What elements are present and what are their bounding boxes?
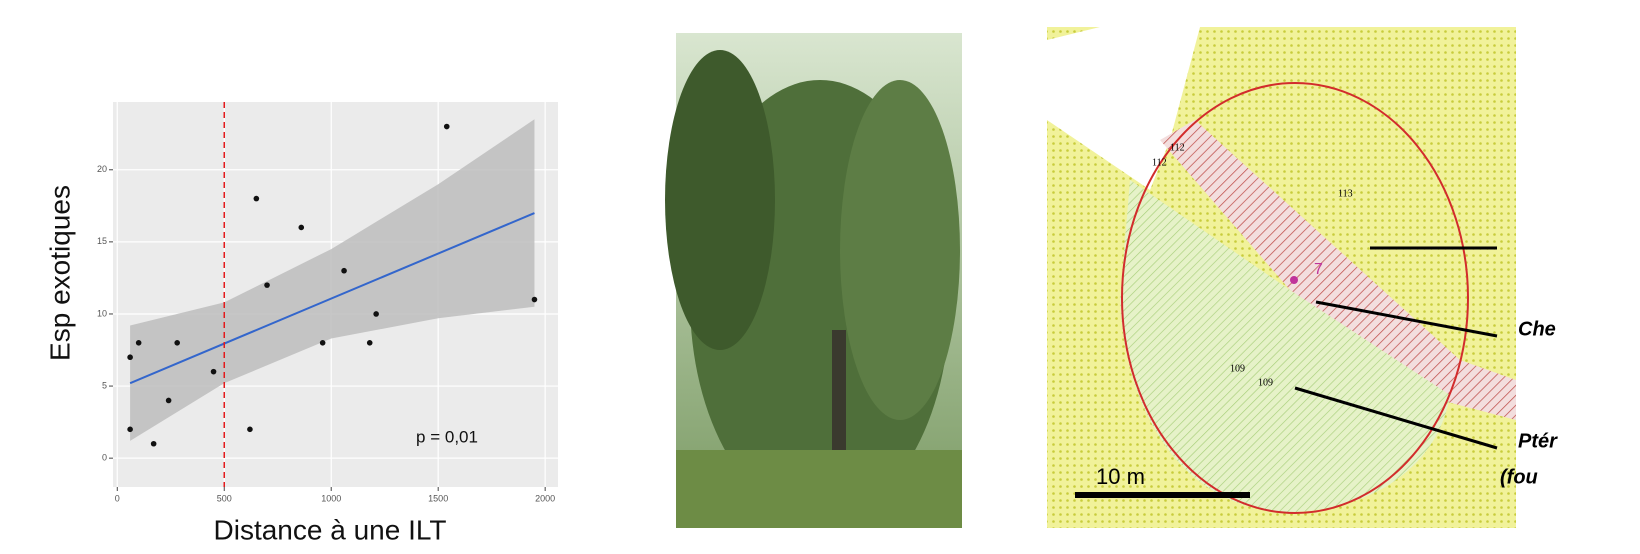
point <box>247 426 253 433</box>
map-label: (fou <box>1500 466 1538 488</box>
parcel-label: 112 <box>1152 157 1167 168</box>
point <box>165 397 172 404</box>
y-tick-label: 5 <box>102 380 107 390</box>
point <box>341 267 347 274</box>
y-axis-title: Esp exotiques <box>44 185 75 361</box>
confidence-band <box>130 119 535 441</box>
point <box>373 311 379 317</box>
parcel-label: 7 <box>1314 261 1323 278</box>
photo <box>665 33 962 528</box>
point <box>174 340 180 346</box>
x-tick-label: 1500 <box>428 493 448 503</box>
map: 112 112 113 7 109 109 10 m Prai <box>1047 27 1558 528</box>
map-label: Ptér <box>1518 430 1558 452</box>
x-tick-label: 2000 <box>535 493 555 503</box>
x-tick-label: 0 <box>115 493 120 503</box>
point <box>127 426 133 433</box>
parcel-label: 109 <box>1230 363 1245 374</box>
y-tick-label: 15 <box>97 236 107 246</box>
point <box>298 224 305 231</box>
fit-line <box>129 212 535 385</box>
scatter-chart: 0 5 10 15 20 0 500 1000 1500 2000 Esp exotiques Di… <box>44 102 558 545</box>
point <box>366 340 373 346</box>
y-tick-label: 10 <box>97 308 107 318</box>
x-tick-label: 1000 <box>321 493 341 503</box>
y-tick-label: 0 <box>102 453 107 463</box>
parcel-label: 109 <box>1258 377 1273 388</box>
point <box>319 340 326 346</box>
map-label: Che <box>1518 318 1556 340</box>
point <box>253 195 260 202</box>
parcel-label: 113 <box>1338 188 1353 199</box>
point <box>127 354 133 361</box>
y-tick-label: 20 <box>97 164 107 174</box>
map-label: Prai <box>1520 236 1558 258</box>
point <box>135 340 142 346</box>
parcel-label: 112 <box>1170 142 1185 153</box>
point <box>264 282 270 288</box>
point <box>210 368 217 375</box>
point <box>443 123 450 130</box>
point <box>150 440 157 447</box>
point <box>531 296 538 303</box>
annotation: p = 0,01 <box>416 427 478 446</box>
x-axis-title: Distance à une ILT <box>214 514 447 545</box>
scale-label: 10 m <box>1096 464 1145 489</box>
x-tick-label: 500 <box>217 493 232 503</box>
